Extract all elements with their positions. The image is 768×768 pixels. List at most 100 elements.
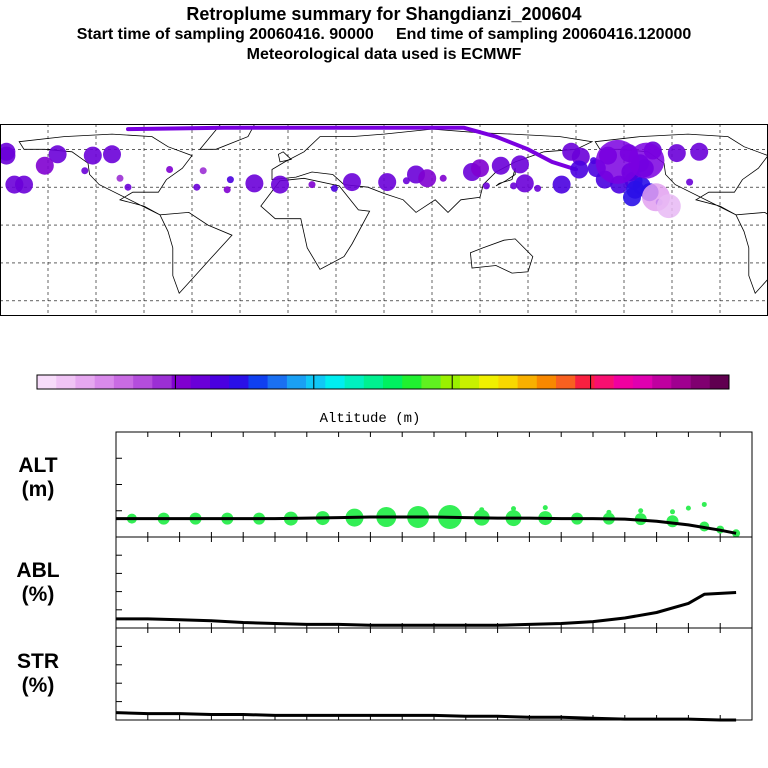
source-region-blob — [628, 142, 665, 179]
colorbar-cell — [152, 375, 172, 389]
colorbar-cell — [479, 375, 499, 389]
panel-label: ALT (m) — [18, 454, 57, 501]
plume-point — [482, 182, 490, 190]
panel-label: ABL (%) — [16, 559, 59, 606]
panel-label: STR (%) — [17, 650, 59, 697]
plume-point — [418, 169, 437, 188]
plume-point — [308, 181, 316, 189]
plume-point — [193, 183, 201, 191]
colorbar-cell — [613, 375, 634, 389]
source-region-blob — [656, 194, 681, 219]
coastline-5 — [469, 238, 534, 274]
plume-point — [471, 159, 489, 178]
altitude-spread-marker — [638, 508, 644, 514]
plume-point — [570, 160, 589, 179]
plume-point — [35, 156, 54, 175]
colorbar-cell — [363, 375, 384, 389]
series-line — [116, 515, 737, 535]
colorbar-cell — [652, 375, 672, 389]
panel-frame — [115, 536, 753, 629]
panel-label-line: (%) — [22, 583, 55, 606]
panel-label-line: (m) — [22, 478, 55, 501]
colorbar-cell — [325, 375, 345, 389]
plume-point — [226, 176, 234, 184]
plume-point — [330, 184, 338, 192]
plume-point — [15, 175, 33, 194]
plume-point — [686, 178, 694, 186]
colorbar-cell — [556, 375, 576, 389]
panel-label-line: STR — [17, 650, 59, 673]
colorbar-cell — [344, 375, 365, 389]
plume-point — [83, 146, 102, 165]
colorbar-cell — [133, 375, 153, 389]
plume-point — [378, 173, 397, 192]
plume-point — [515, 174, 534, 193]
plume-point — [667, 144, 686, 163]
plume-points — [0, 139, 709, 219]
colorbar-cell — [210, 375, 230, 389]
colorbar-cell — [421, 375, 441, 389]
coastline-1 — [159, 211, 233, 295]
source-region-blob — [595, 139, 640, 184]
plume-point — [439, 174, 447, 182]
colorbar-cell — [575, 375, 595, 389]
panel-label-line: ABL — [16, 559, 59, 582]
colorbar-cell — [709, 375, 730, 389]
abl-panel: ABL (%) — [16, 536, 753, 629]
colorbar-cell — [190, 375, 211, 389]
colorbar-cell — [229, 375, 249, 389]
colorbar-cell — [171, 375, 192, 389]
colorbar-cell — [632, 375, 653, 389]
colorbar-cell — [517, 375, 538, 389]
panel-label-line: (%) — [22, 674, 55, 697]
altitude-spread-marker — [542, 505, 548, 511]
altitude-spread-marker — [685, 505, 691, 511]
colorbar-cell — [113, 375, 134, 389]
plume-point — [116, 174, 124, 182]
colorbar-cell — [267, 375, 288, 389]
altitude-spread-marker — [479, 507, 485, 513]
plume-point — [81, 167, 89, 175]
colorbar-cell — [402, 375, 422, 389]
coastline-7 — [277, 151, 293, 163]
colorbar-cell — [459, 375, 480, 389]
altitude-spread-marker — [606, 509, 612, 515]
plume-point — [511, 155, 529, 174]
plume-point — [271, 175, 289, 194]
plume-point — [690, 142, 709, 161]
met-data-line: Meteorological data used is ECMWF — [246, 46, 522, 63]
coastline-4 — [260, 177, 371, 270]
trail-line — [126, 125, 578, 172]
plume-point — [48, 145, 67, 164]
plume-point — [166, 166, 174, 173]
panel-label-line: ALT — [18, 454, 57, 477]
figure-title: Retroplume summary for Shangdianzi_20060… — [186, 4, 582, 24]
colorbar-cell — [75, 375, 95, 389]
plume-point — [343, 173, 361, 192]
colorbar-cell — [671, 375, 691, 389]
plume-point — [223, 186, 231, 194]
retroplume-map — [0, 124, 768, 316]
altitude-spread-marker — [670, 509, 675, 515]
plume-point — [491, 156, 510, 175]
colorbar-cell — [56, 375, 76, 389]
str-panel: STR (%) — [17, 627, 753, 722]
coastline-0 — [18, 133, 193, 216]
altitude-colorbar: Altitude (m) — [36, 374, 730, 427]
colorbar-cell — [536, 375, 557, 389]
plume-point — [623, 188, 641, 207]
plume-point — [402, 177, 410, 185]
coastline-wrap-1 — [735, 211, 768, 295]
plume-point — [199, 167, 207, 175]
colorbar-cell — [94, 375, 115, 389]
colorbar-cell — [248, 375, 268, 389]
plume-point — [552, 175, 571, 194]
sampling-time-line: Start time of sampling 20060416. 90000 E… — [76, 26, 692, 43]
alt-panel: ALT (m) — [18, 431, 753, 538]
colorbar-cell — [383, 375, 403, 389]
colorbar-cell — [690, 375, 711, 389]
colorbar-cell — [498, 375, 518, 389]
colorbar-ticks — [36, 375, 730, 389]
colorbar-cells — [36, 374, 730, 390]
